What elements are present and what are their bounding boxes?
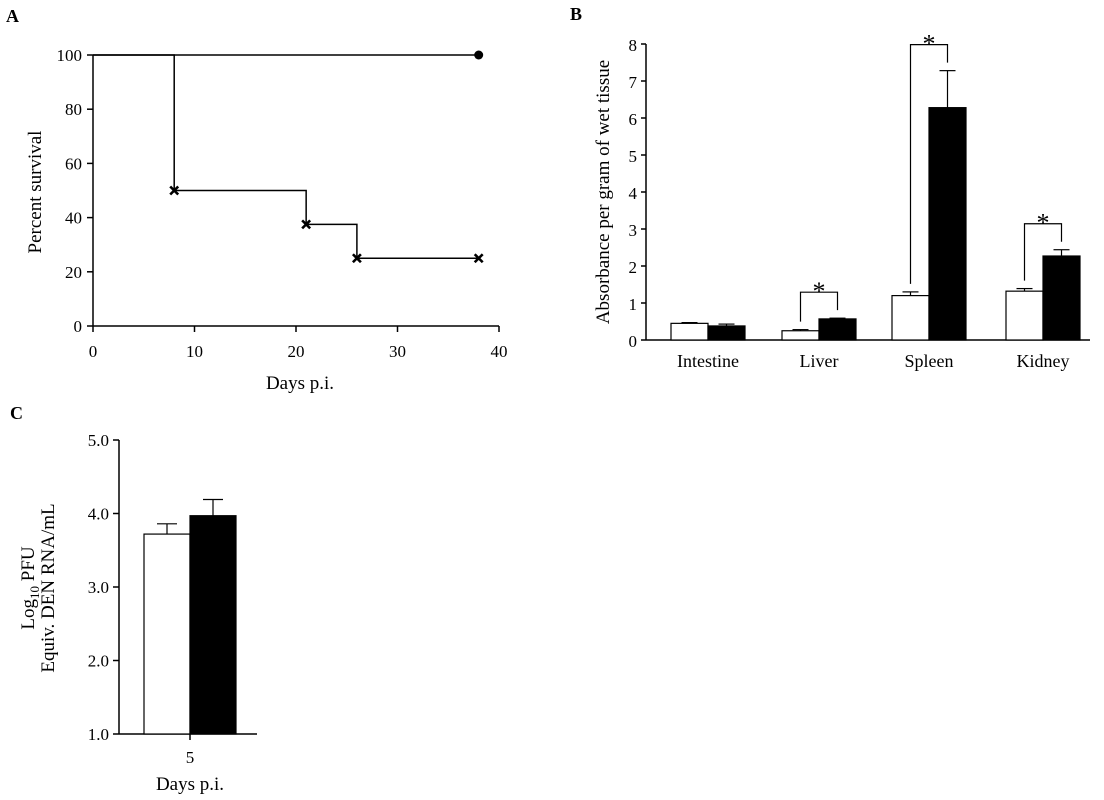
- panel-b-category-label: Spleen: [905, 351, 954, 371]
- panel-a-survival-line-2: [93, 54, 479, 259]
- panel-c-label: C: [10, 403, 23, 423]
- panel-a-x-marker-stroke: [169, 185, 180, 196]
- panel-a-x-marker-stroke: [351, 253, 362, 264]
- panel-c-y-tick-label: 4.0: [88, 505, 109, 524]
- panel-a-x-marker: [301, 219, 312, 230]
- panel-c: C 1.0 2.0 3.0 4.0 5.0 5 Days p.i. Log10 PFU E…: [10, 403, 257, 795]
- panel-b-y-tick-label: 2: [629, 258, 638, 277]
- panel-a-y-tick-label: 80: [65, 100, 82, 119]
- panel-c-y-tick-label: 5.0: [88, 431, 109, 450]
- panel-c-x-axis-label: Days p.i.: [156, 774, 224, 795]
- panel-a-x-marker: [351, 253, 362, 264]
- panel-b-bars: [670, 70, 1081, 341]
- panel-b-bar: [818, 318, 857, 341]
- panel-b-significance-star: *: [1037, 209, 1050, 238]
- panel-a-x-marker: [169, 185, 180, 196]
- panel-b-bar: [707, 325, 746, 341]
- panel-b-y-tick-label: 4: [629, 184, 638, 203]
- panel-c-bar: [189, 515, 237, 735]
- panel-b-bracket-line: [799, 291, 839, 322]
- panel-a-y-axis-label: Percent survival: [25, 131, 46, 254]
- panel-b-label: B: [570, 4, 582, 24]
- panel-b-bar: [670, 322, 709, 341]
- panel-a-x-tick-label: 20: [288, 342, 305, 361]
- ylabel-subscript: 10: [27, 586, 42, 599]
- panel-a-y-tick-label: 0: [74, 317, 83, 336]
- panel-b-bar: [928, 107, 967, 341]
- panel-b-significance: * * *: [799, 30, 1063, 322]
- panel-a-x-axis-label: Days p.i.: [266, 373, 334, 394]
- panel-a-x-marker-stroke: [473, 253, 484, 264]
- ylabel-log: Log: [18, 599, 39, 630]
- panel-c-y-axis-label-line2: Equiv. DEN RNA/mL: [38, 503, 59, 672]
- panel-a-y-tick-label: 100: [57, 46, 83, 65]
- panel-a-x-tick-label: 40: [491, 342, 508, 361]
- panel-a-series: [93, 50, 484, 264]
- ylabel-pfu: PFU: [18, 546, 39, 586]
- panel-a-y-tick-label: 40: [65, 209, 82, 228]
- panel-b-y-tick-label: 3: [629, 221, 638, 240]
- panel-a-x-marker-stroke: [301, 219, 312, 230]
- panel-a-y-tick-label: 20: [65, 263, 82, 282]
- panel-b-y-tick-label: 8: [629, 36, 638, 55]
- panel-a-x-tick-label: 0: [89, 342, 98, 361]
- panel-b-significance-bracket: *: [1023, 209, 1063, 281]
- panel-b-bracket-line: [909, 44, 949, 284]
- panel-c-y-tick-label: 1.0: [88, 725, 109, 744]
- panel-b-significance-bracket: *: [799, 277, 839, 322]
- panel-c-bars: [143, 498, 237, 735]
- panel-b-significance-bracket: *: [909, 30, 949, 284]
- panel-b-bar: [891, 295, 930, 341]
- panel-a-circle-marker: [474, 50, 484, 60]
- panel-b-category-label: Intestine: [677, 351, 739, 371]
- panel-a-x-tick-label: 10: [186, 342, 203, 361]
- panel-a: A 0 10 20 30 40 0 20 40 60 80 100 Days p.i. Percen…: [6, 6, 508, 394]
- panel-a-x-marker: [473, 253, 484, 264]
- panel-a-x-tick-label: 30: [389, 342, 406, 361]
- panel-b-y-tick-label: 1: [629, 295, 638, 314]
- panel-a-axes: 0 10 20 30 40 0 20 40 60 80 100: [57, 46, 508, 361]
- panel-b-bar: [1042, 255, 1081, 341]
- panel-c-y-tick-label: 3.0: [88, 578, 109, 597]
- panel-b-significance-star: *: [923, 30, 936, 59]
- panel-b-y-tick-label: 6: [629, 110, 638, 129]
- panel-c-y-axis-label: Log10 PFU Equiv. DEN RNA/mL: [18, 503, 59, 672]
- panel-a-y-tick-label: 60: [65, 154, 82, 173]
- panel-b-bar: [1005, 290, 1044, 341]
- panel-c-y-axis-label-line1: Log10 PFU: [18, 546, 42, 629]
- panel-b-y-tick-label: 0: [629, 332, 638, 351]
- panel-b-y-tick-label: 7: [629, 73, 638, 92]
- panel-b-y-axis-label: Absorbance per gram of wet tissue: [593, 60, 614, 324]
- panel-b-y-tick-label: 5: [629, 147, 638, 166]
- panel-c-bar: [143, 533, 191, 735]
- panel-b-bar: [781, 330, 820, 341]
- panel-c-y-tick-label: 2.0: [88, 652, 109, 671]
- panel-b-bracket-line: [1023, 223, 1063, 281]
- panel-b-category-label: Kidney: [1017, 351, 1070, 371]
- panel-a-label: A: [6, 6, 19, 26]
- panel-b-significance-star: *: [813, 277, 826, 306]
- panel-c-x-tick-label: 5: [186, 748, 195, 767]
- panel-b-category-label: Liver: [800, 351, 839, 371]
